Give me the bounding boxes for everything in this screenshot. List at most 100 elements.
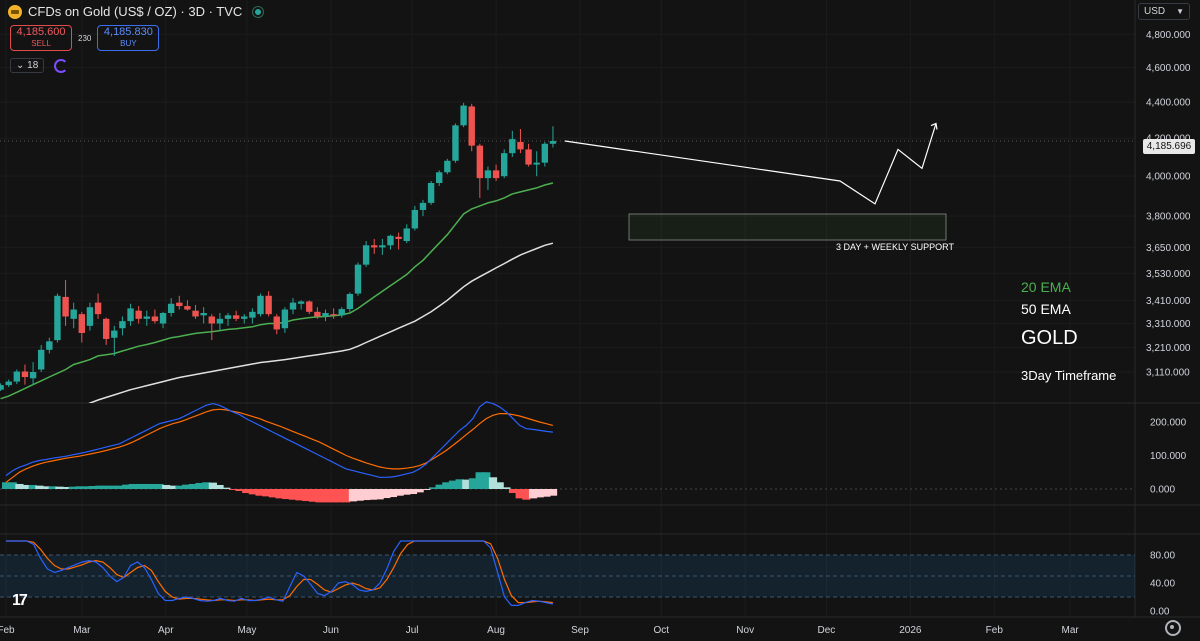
candle-1 — [5, 379, 12, 388]
macd-hist-bar-26 — [175, 485, 184, 489]
candle-11 — [86, 302, 94, 331]
candle-3 — [21, 364, 29, 385]
macd-hist-bar-15 — [102, 485, 111, 489]
macd-hist-bar-67 — [448, 480, 458, 489]
indicator-row: ⌄ 18 — [10, 58, 69, 73]
candle-60 — [484, 166, 492, 190]
stoch-k-line — [6, 540, 554, 606]
macd-hist-bar-76 — [508, 489, 518, 494]
macd-hist-bar-10 — [68, 486, 77, 489]
macd-signal-line — [5, 408, 554, 483]
projection-line — [564, 123, 937, 205]
macd-hist-bar-49 — [328, 489, 338, 503]
macd-hist-bar-37 — [248, 489, 257, 495]
macd-hist-bar-57 — [382, 489, 391, 499]
settings-gear-icon[interactable] — [1165, 620, 1181, 636]
indicator-count: 18 — [27, 60, 39, 71]
candle-55 — [444, 158, 451, 175]
candle-64 — [517, 128, 524, 154]
candles — [0, 102, 557, 391]
macd-hist-bar-70 — [468, 478, 478, 489]
candle-4 — [29, 362, 37, 385]
macd-hist-bar-74 — [495, 482, 504, 489]
candle-16 — [127, 303, 134, 326]
candle-63 — [509, 130, 516, 157]
macd-hist-bar-51 — [342, 489, 351, 503]
candle-52 — [419, 199, 427, 217]
time-tick-label-5: Jul — [406, 625, 419, 636]
macd-hist-bar-18 — [122, 484, 131, 489]
macd-hist-bar-9 — [62, 486, 71, 489]
candle-50 — [403, 224, 410, 244]
chart-header: CFDs on Gold (US$ / OZ) · 3D · TVC — [8, 4, 265, 19]
candle-22 — [176, 295, 183, 310]
macd-hist-bar-68 — [455, 479, 464, 489]
candle-42 — [338, 307, 345, 318]
candle-26 — [208, 314, 215, 341]
candle-58 — [468, 103, 475, 152]
spread-value: 230 — [78, 33, 92, 43]
candle-59 — [476, 143, 484, 198]
candle-37 — [297, 300, 305, 310]
sell-label: SELL — [31, 39, 51, 48]
time-tick-label-2: Apr — [158, 625, 174, 636]
macd-hist-bar-55 — [368, 489, 378, 500]
candle-40 — [322, 309, 329, 322]
macd-hist-bar-5 — [35, 485, 44, 489]
candle-65 — [525, 143, 532, 167]
candle-41 — [330, 308, 337, 319]
sell-price: 4,185.600 — [16, 26, 66, 38]
buy-label: BUY — [120, 39, 137, 48]
trade-panel: 4,185.600 SELL 230 4,185.830 BUY — [10, 25, 160, 51]
currency-select[interactable]: USD ▼ — [1138, 3, 1190, 20]
macd-hist-bar-19 — [128, 483, 137, 489]
candle-23 — [184, 300, 191, 311]
time-tick-label-3: May — [238, 625, 257, 636]
macd-hist-bar-8 — [55, 486, 64, 489]
macd-hist-bar-40 — [268, 489, 278, 498]
price-tick-label-4: 3,530.000 — [1146, 269, 1191, 280]
stoch-tick-label-1: 40.00 — [1150, 579, 1175, 590]
candle-48 — [387, 234, 394, 250]
macd-hist-bar-42 — [282, 489, 291, 500]
macd-hist-bar-75 — [502, 487, 511, 489]
macd-hist-bar-71 — [475, 472, 484, 489]
grid — [0, 0, 1200, 618]
candle-13 — [102, 317, 110, 345]
macd-hist-bar-7 — [48, 486, 57, 489]
macd-hist-bar-58 — [388, 489, 398, 498]
sell-button[interactable]: 4,185.600 SELL — [10, 25, 72, 51]
candle-57 — [460, 102, 467, 128]
macd-hist-bar-78 — [522, 489, 531, 500]
candle-49 — [395, 232, 402, 250]
candle-28 — [224, 312, 232, 326]
stoch-pane — [0, 540, 1135, 606]
candle-29 — [232, 310, 240, 322]
indicators-toggle[interactable]: ⌄ 18 — [10, 58, 45, 73]
time-axis: Feb Mar Apr May Jun Jul Aug Sep Oct Nov Dec 2026 Feb… — [0, 625, 1079, 636]
price-tick-label-6: 3,800.000 — [1146, 212, 1191, 223]
chevron-down-icon: ⌄ — [16, 60, 25, 71]
candle-39 — [314, 307, 321, 319]
macd-hist-bar-53 — [355, 489, 364, 501]
ema20-legend: 20 EMA — [1021, 279, 1071, 295]
ema50-line — [88, 242, 554, 403]
symbol-title[interactable]: CFDs on Gold (US$ / OZ) · 3D · TVC — [28, 4, 243, 19]
macd-hist-bar-33 — [222, 487, 231, 489]
candle-19 — [151, 309, 159, 324]
candle-5 — [37, 344, 45, 372]
stoch-tick-label-2: 80.00 — [1150, 551, 1175, 562]
buy-price: 4,185.830 — [103, 26, 153, 38]
support-zone-box — [628, 213, 947, 241]
macd-hist-bar-64 — [428, 487, 438, 489]
macd-hist-bar-45 — [302, 489, 311, 502]
buy-button[interactable]: 4,185.830 BUY — [97, 25, 160, 51]
candle-6 — [46, 337, 53, 354]
tradingview-logo-icon: 17 — [12, 592, 28, 609]
price-tick-label-3: 3,410.000 — [1146, 296, 1191, 307]
time-tick-label-7: Sep — [571, 625, 589, 636]
price-tick-label-0: 3,110.000 — [1146, 368, 1190, 379]
candle-36 — [289, 298, 297, 315]
macd-hist-bar-24 — [162, 484, 171, 489]
